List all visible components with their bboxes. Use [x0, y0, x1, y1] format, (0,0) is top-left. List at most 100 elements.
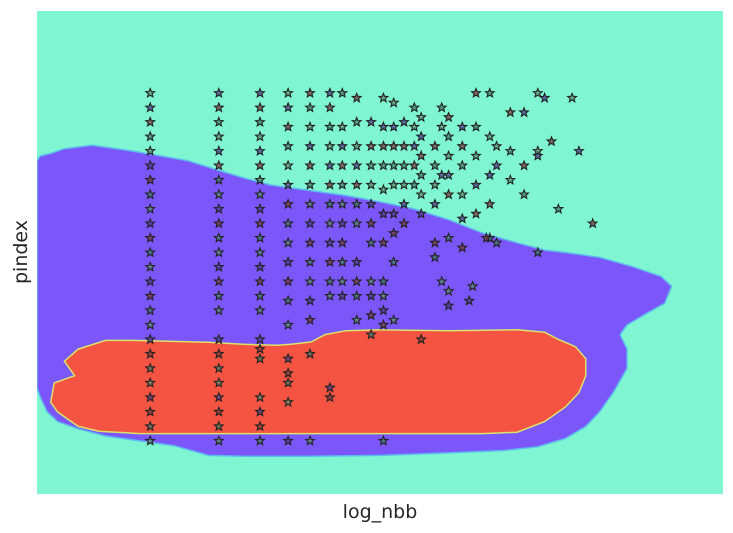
data-point	[254, 391, 266, 403]
data-point	[435, 120, 448, 132]
data-point	[408, 120, 421, 132]
data-point	[324, 236, 336, 248]
data-point	[254, 260, 266, 272]
data-point	[282, 217, 294, 229]
data-point	[304, 294, 316, 306]
data-point	[212, 333, 225, 345]
data-point	[398, 178, 410, 190]
data-point	[377, 159, 390, 171]
data-point	[144, 130, 157, 142]
data-point	[324, 217, 336, 229]
data-point	[282, 318, 294, 330]
data-point	[377, 91, 390, 103]
data-point	[144, 420, 157, 432]
data-point	[282, 352, 294, 364]
data-point	[387, 256, 400, 268]
data-point	[435, 101, 448, 113]
data-point	[212, 101, 225, 113]
data-point	[377, 183, 390, 195]
data-point	[531, 87, 544, 99]
data-point	[254, 130, 266, 142]
data-point	[350, 198, 363, 210]
data-point	[442, 149, 455, 161]
data-point	[324, 381, 336, 393]
data-point	[470, 120, 482, 132]
data-point	[429, 178, 441, 190]
data-point	[415, 169, 427, 181]
data-point	[282, 367, 294, 379]
data-point	[490, 236, 503, 248]
data-point	[350, 178, 363, 190]
data-point	[365, 289, 377, 301]
data-point	[350, 140, 363, 152]
data-point	[483, 86, 496, 99]
data-point	[144, 260, 157, 272]
data-point	[324, 159, 336, 171]
data-point	[552, 202, 565, 215]
data-point	[212, 304, 225, 316]
data-point	[304, 198, 316, 210]
data-point	[282, 376, 294, 388]
data-point	[144, 347, 157, 359]
data-point	[304, 178, 316, 190]
data-point	[504, 174, 517, 186]
data-point	[387, 140, 400, 152]
data-point	[435, 275, 448, 287]
data-point	[365, 236, 377, 248]
data-point	[377, 318, 390, 330]
data-point	[415, 333, 427, 345]
data-point	[144, 333, 157, 345]
data-point	[336, 236, 348, 248]
data-point	[350, 91, 363, 103]
data-point	[365, 275, 377, 287]
data-point	[212, 391, 225, 403]
data-point	[254, 420, 266, 432]
data-point	[304, 86, 316, 99]
data-point	[470, 149, 482, 161]
data-point	[504, 106, 517, 118]
data-point	[212, 188, 225, 200]
data-point	[531, 145, 544, 157]
data-point	[408, 101, 421, 113]
data-point	[350, 289, 363, 301]
data-point	[144, 318, 157, 330]
data-point	[365, 309, 377, 321]
data-point	[324, 178, 336, 190]
data-point	[387, 314, 400, 326]
data-point	[466, 280, 479, 292]
data-point	[456, 212, 469, 224]
data-point	[377, 236, 390, 248]
data-point	[470, 86, 482, 99]
data-point	[442, 231, 455, 243]
data-point	[531, 246, 544, 258]
data-point	[480, 231, 493, 243]
data-point	[304, 159, 316, 171]
data-point	[144, 101, 157, 113]
data-point	[254, 304, 266, 316]
data-point	[282, 120, 294, 132]
data-point	[531, 149, 544, 161]
data-point	[415, 149, 427, 161]
data-point	[573, 144, 585, 157]
data-point	[254, 275, 266, 287]
data-point	[336, 140, 348, 152]
data-point	[254, 86, 266, 99]
data-point	[377, 120, 390, 132]
data-point	[350, 116, 363, 128]
data-point	[212, 116, 225, 128]
data-point	[408, 178, 421, 190]
data-point	[538, 91, 551, 103]
data-point	[336, 120, 349, 132]
data-point	[304, 313, 316, 326]
data-point	[282, 396, 294, 408]
data-point	[282, 140, 294, 152]
data-point	[365, 217, 377, 229]
data-point	[282, 275, 294, 287]
data-point	[387, 96, 400, 108]
data-point	[304, 434, 316, 446]
data-point	[254, 231, 266, 243]
data-point	[282, 236, 294, 248]
data-point	[212, 405, 225, 417]
data-point	[377, 289, 390, 301]
data-point	[336, 86, 349, 99]
